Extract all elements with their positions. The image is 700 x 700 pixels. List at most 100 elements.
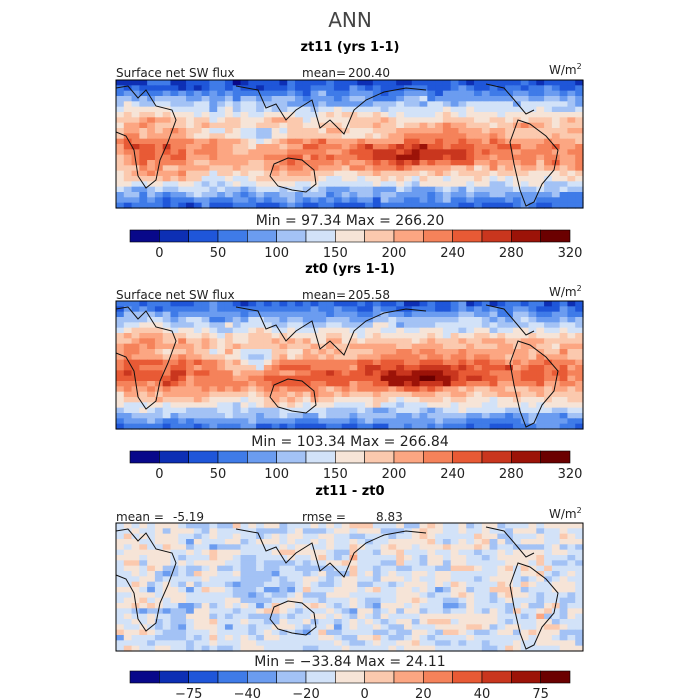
colorbar-tick-label: 280 bbox=[499, 467, 524, 482]
coastline bbox=[115, 528, 177, 632]
colorbar-swatch bbox=[129, 670, 160, 684]
panel-2-minmax: Min = 103.34 Max = 266.84 bbox=[0, 434, 700, 450]
colorbar-tick-label: 150 bbox=[323, 467, 348, 482]
colorbar-swatch bbox=[393, 450, 424, 464]
panel-2-min-label: Min = bbox=[251, 434, 293, 450]
colorbar-tick-label: 240 bbox=[440, 467, 465, 482]
panel-3-units: W/m2 bbox=[549, 506, 582, 521]
panel-2-frame bbox=[115, 300, 584, 430]
panel-3-mean-label: mean = bbox=[116, 510, 164, 524]
figure-title: ANN bbox=[328, 8, 372, 32]
panel-2-map bbox=[116, 301, 584, 430]
panel-2-mean-label: mean= bbox=[302, 288, 347, 302]
colorbar-tick-label: −40 bbox=[234, 687, 261, 700]
colorbar-tick-label: 320 bbox=[558, 246, 583, 261]
coastline bbox=[269, 600, 317, 636]
panel-1-max-label: Max = bbox=[345, 213, 391, 229]
colorbar-tick-label: 100 bbox=[264, 246, 289, 261]
panel-1-mean-label: mean= bbox=[302, 66, 347, 80]
coastline bbox=[485, 304, 535, 336]
colorbar-tick-label: 75 bbox=[532, 687, 549, 700]
colorbar-swatch bbox=[129, 229, 160, 243]
panel-1-title: zt11 (yrs 1-1) bbox=[300, 40, 400, 55]
colorbar-tick-label: 0 bbox=[155, 246, 163, 261]
colorbar-swatch bbox=[159, 450, 189, 464]
colorbar-tick-label: 280 bbox=[499, 246, 524, 261]
panel-3-min-label: Min = bbox=[254, 654, 296, 670]
panel-3-max-label: Max = bbox=[356, 654, 402, 670]
colorbar-swatch bbox=[276, 670, 307, 684]
colorbar-swatch bbox=[540, 450, 571, 464]
colorbar-tick-label: 50 bbox=[210, 246, 227, 261]
panel-3-min-value: −33.84 bbox=[299, 654, 352, 670]
colorbar-swatch bbox=[188, 450, 219, 464]
colorbar-swatch bbox=[335, 670, 365, 684]
colorbar-swatch bbox=[452, 229, 483, 243]
coastline bbox=[235, 85, 427, 135]
colorbar-tick-label: 200 bbox=[382, 467, 407, 482]
colorbar-swatch bbox=[188, 670, 219, 684]
panel-3-minmax: Min = −33.84 Max = 24.11 bbox=[0, 654, 700, 670]
colorbar-swatch bbox=[511, 450, 541, 464]
panel-3-frame bbox=[115, 522, 584, 652]
panel-1-min-label: Min = bbox=[255, 213, 297, 229]
panel-3-title: zt11 - zt0 bbox=[315, 484, 385, 499]
colorbar-tick-label: 320 bbox=[558, 467, 583, 482]
colorbar-swatch bbox=[540, 670, 571, 684]
colorbar-swatch bbox=[247, 229, 277, 243]
panel-3-colorbar: −75 −40 −20 0 20 40 75 bbox=[129, 670, 571, 700]
panel-3-coastlines bbox=[115, 526, 559, 650]
panel-3: −75 −40 −20 0 20 40 75 bbox=[115, 522, 584, 700]
colorbar-swatch bbox=[423, 229, 453, 243]
panel-1-minmax: Min = 97.34 Max = 266.20 bbox=[0, 213, 700, 229]
colorbar-swatch bbox=[217, 450, 248, 464]
colorbar-swatch bbox=[276, 229, 307, 243]
colorbar-swatch bbox=[511, 670, 541, 684]
panel-3-max-value: 24.11 bbox=[405, 654, 446, 670]
colorbar-swatch bbox=[364, 450, 395, 464]
coastline bbox=[509, 340, 559, 428]
panel-3-map bbox=[116, 523, 584, 652]
colorbar-swatch bbox=[159, 229, 189, 243]
colorbar-swatch bbox=[511, 229, 541, 243]
colorbar-swatch bbox=[481, 229, 512, 243]
colorbar-swatch bbox=[393, 670, 424, 684]
colorbar-tick-label: 40 bbox=[474, 687, 491, 700]
colorbar-tick-label: 0 bbox=[155, 467, 163, 482]
colorbar-tick-label: 20 bbox=[415, 687, 432, 700]
coastline bbox=[509, 119, 559, 207]
panel-2-colorbar: 0 50 100 150 200 240 280 320 bbox=[129, 450, 583, 482]
colorbar-tick-label: 200 bbox=[382, 246, 407, 261]
colorbar-swatch bbox=[188, 229, 219, 243]
colorbar-swatch bbox=[305, 229, 336, 243]
colorbar-swatch bbox=[452, 670, 483, 684]
colorbar-swatch bbox=[423, 450, 453, 464]
colorbar-tick-label: −20 bbox=[292, 687, 319, 700]
panel-3-rmse-label: rmse = bbox=[302, 510, 346, 524]
colorbar-swatch bbox=[276, 450, 307, 464]
colorbar-tick-label: 50 bbox=[210, 467, 227, 482]
panel-2-coastlines bbox=[115, 304, 559, 428]
colorbar-swatch bbox=[481, 670, 512, 684]
colorbar-swatch bbox=[452, 450, 483, 464]
panel-2-min-value: 103.34 bbox=[296, 434, 346, 450]
coastline bbox=[235, 528, 427, 578]
colorbar-tick-label: 0 bbox=[361, 687, 369, 700]
colorbar-swatch bbox=[335, 229, 365, 243]
colorbar-tick-label: −75 bbox=[175, 687, 202, 700]
coastline bbox=[485, 526, 535, 558]
panel-2-title: zt0 (yrs 1-1) bbox=[305, 262, 395, 277]
colorbar-swatch bbox=[247, 670, 277, 684]
colorbar-tick-label: 240 bbox=[440, 246, 465, 261]
colorbar-swatch bbox=[540, 229, 571, 243]
coastline bbox=[269, 378, 317, 414]
panel-3-mean-value: -5.19 bbox=[173, 510, 205, 524]
colorbar-swatch bbox=[305, 670, 336, 684]
coastline bbox=[269, 157, 317, 193]
colorbar-swatch bbox=[159, 670, 189, 684]
panel-2-variable-label: Surface net SW flux bbox=[116, 288, 235, 302]
panel-2: 0 50 100 150 200 240 280 320 bbox=[115, 300, 584, 482]
coastline bbox=[485, 83, 535, 115]
panel-2-units: W/m2 bbox=[549, 284, 582, 299]
